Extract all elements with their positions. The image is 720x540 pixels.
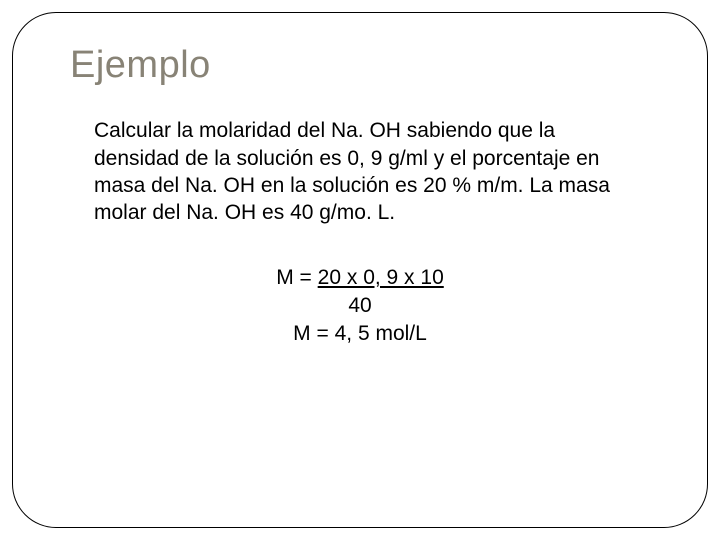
body-line-4: molar del Na. OH es 40 g/mo. L. <box>72 199 650 226</box>
formula-prefix: M = <box>276 266 317 289</box>
bullet-icon: ཰ <box>72 117 94 145</box>
slide: Ejemplo ཰ Calcular la molaridad del Na. … <box>0 0 720 540</box>
body-line-3: masa del Na. OH en la solución es 20 % m… <box>72 172 650 199</box>
slide-content: Ejemplo ཰ Calcular la molaridad del Na. … <box>70 44 650 348</box>
body-line-2: densidad de la solución es 0, 9 g/ml y e… <box>72 145 650 172</box>
formula-result: M = 4, 5 mol/L <box>70 320 650 348</box>
slide-title: Ejemplo <box>70 44 650 87</box>
body-block: ཰ Calcular la molaridad del Na. OH sabie… <box>70 117 650 226</box>
formula-numerator: 20 x 0, 9 x 10 <box>318 266 444 289</box>
formula-line-1: M = 20 x 0, 9 x 10 <box>70 264 650 292</box>
body-line-1: Calcular la molaridad del Na. OH sabiend… <box>94 117 555 144</box>
formula-denominator: 40 <box>70 292 650 320</box>
bullet-row: ཰ Calcular la molaridad del Na. OH sabie… <box>72 117 650 145</box>
formula-block: M = 20 x 0, 9 x 10 40 M = 4, 5 mol/L <box>70 264 650 348</box>
